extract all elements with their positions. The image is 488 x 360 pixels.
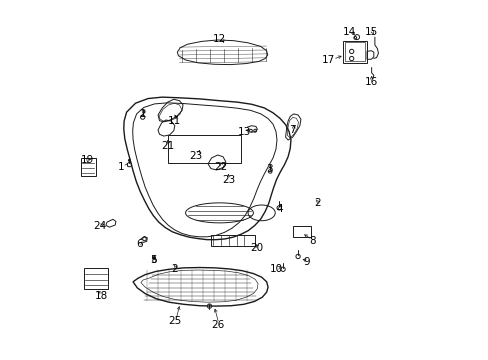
Text: 2: 2 [171, 264, 178, 274]
Text: 19: 19 [81, 156, 94, 165]
Bar [210, 235, 255, 246]
Bar [342, 41, 366, 63]
Text: 18: 18 [95, 291, 108, 301]
Text: 23: 23 [222, 175, 235, 185]
Text: 21: 21 [161, 141, 174, 151]
Text: 15: 15 [364, 27, 377, 37]
Text: 4: 4 [276, 203, 283, 213]
Text: 14: 14 [343, 27, 356, 37]
Text: 26: 26 [211, 320, 224, 330]
Text: 9: 9 [303, 257, 310, 267]
Text: 23: 23 [189, 151, 203, 161]
Text: 7: 7 [289, 125, 295, 135]
Text: 1: 1 [118, 162, 124, 172]
Text: 2: 2 [314, 198, 321, 208]
Text: 11: 11 [168, 116, 181, 126]
Text: 5: 5 [150, 255, 156, 265]
Text: 13: 13 [237, 127, 251, 137]
Text: 16: 16 [364, 77, 377, 87]
Text: 10: 10 [269, 264, 283, 274]
Bar [83, 268, 108, 289]
Text: 25: 25 [168, 316, 181, 326]
Text: 12: 12 [212, 34, 225, 44]
Text: 17: 17 [321, 55, 334, 65]
Bar [292, 226, 311, 237]
Text: 20: 20 [250, 243, 263, 253]
Bar [344, 42, 365, 62]
Text: 24: 24 [93, 221, 106, 231]
Text: 6: 6 [136, 239, 142, 249]
Text: 22: 22 [214, 162, 227, 172]
Text: 8: 8 [308, 236, 315, 246]
Bar [81, 158, 96, 176]
Text: 2: 2 [139, 109, 146, 119]
Text: 3: 3 [265, 164, 272, 174]
